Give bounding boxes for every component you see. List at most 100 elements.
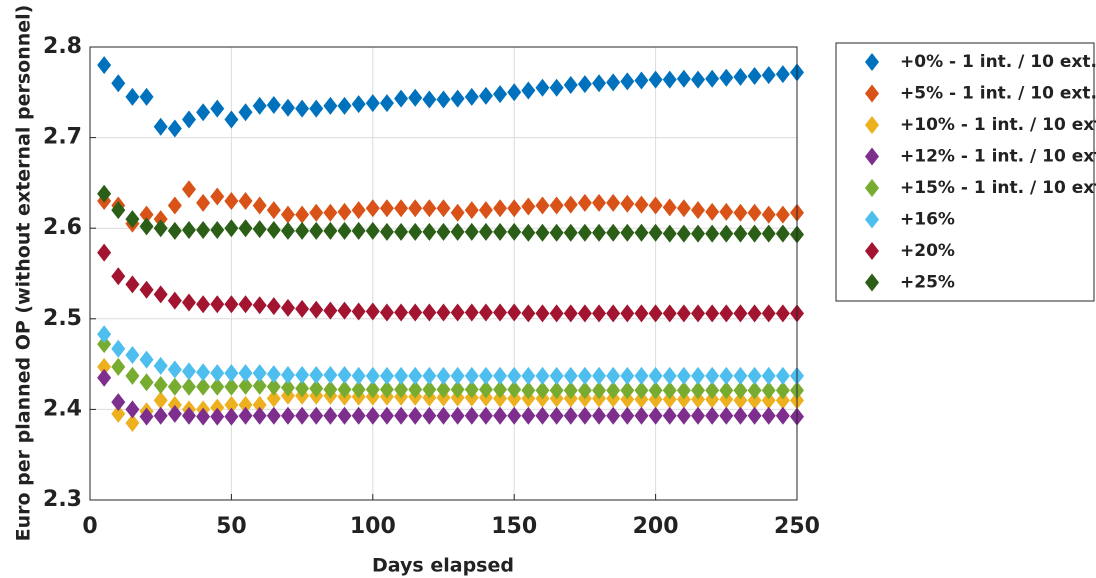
marker xyxy=(450,222,465,241)
marker xyxy=(125,400,140,419)
marker xyxy=(196,407,211,426)
plot-area xyxy=(90,47,797,500)
legend-label: +12% - 1 int. / 10 ext. xyxy=(900,147,1096,167)
marker xyxy=(577,366,592,385)
marker xyxy=(521,366,536,385)
marker xyxy=(761,304,776,323)
marker xyxy=(167,196,182,215)
marker xyxy=(252,296,267,315)
marker xyxy=(450,380,465,399)
marker xyxy=(125,346,140,365)
marker xyxy=(563,223,578,242)
marker xyxy=(478,366,493,385)
marker xyxy=(747,381,762,400)
marker xyxy=(535,406,550,425)
marker xyxy=(719,224,734,243)
marker xyxy=(620,194,635,213)
marker xyxy=(365,302,380,321)
marker xyxy=(266,221,281,240)
marker xyxy=(775,391,790,410)
marker xyxy=(620,223,635,242)
marker xyxy=(450,303,465,322)
marker xyxy=(577,193,592,212)
marker xyxy=(761,205,776,224)
y-tick-label: 2.7 xyxy=(43,125,82,150)
marker xyxy=(181,377,196,396)
marker xyxy=(379,406,394,425)
marker xyxy=(139,87,154,106)
marker xyxy=(408,199,423,218)
marker xyxy=(521,197,536,216)
marker xyxy=(323,301,338,320)
marker xyxy=(634,390,649,409)
marker xyxy=(691,224,706,243)
marker xyxy=(125,413,140,432)
marker xyxy=(351,380,366,399)
marker xyxy=(662,406,677,425)
marker xyxy=(394,303,409,322)
legend-marker xyxy=(865,179,879,197)
marker xyxy=(563,406,578,425)
marker xyxy=(323,406,338,425)
marker xyxy=(719,406,734,425)
marker xyxy=(648,304,663,323)
marker xyxy=(111,404,126,423)
y-tick-label: 2.6 xyxy=(43,215,82,240)
marker xyxy=(323,96,338,115)
marker xyxy=(280,221,295,240)
marker xyxy=(351,201,366,220)
marker xyxy=(266,377,281,396)
marker xyxy=(238,295,253,314)
marker xyxy=(549,381,564,400)
marker xyxy=(210,407,225,426)
marker xyxy=(111,393,126,412)
legend-marker xyxy=(865,242,879,260)
marker xyxy=(224,110,239,129)
marker xyxy=(719,202,734,221)
marker xyxy=(676,390,691,409)
marker xyxy=(719,304,734,323)
marker xyxy=(337,96,352,115)
marker xyxy=(563,381,578,400)
marker xyxy=(577,75,592,94)
marker xyxy=(379,303,394,322)
marker xyxy=(97,184,112,203)
marker xyxy=(478,222,493,241)
marker xyxy=(210,187,225,206)
marker xyxy=(478,406,493,425)
marker xyxy=(210,377,225,396)
marker xyxy=(309,203,324,222)
legend-label: +15% - 1 int. / 10 ext. xyxy=(900,178,1096,198)
marker xyxy=(139,280,154,299)
marker xyxy=(394,406,409,425)
marker xyxy=(125,366,140,385)
marker xyxy=(125,275,140,294)
marker xyxy=(592,381,607,400)
marker xyxy=(436,380,451,399)
marker xyxy=(464,406,479,425)
marker xyxy=(97,357,112,376)
marker xyxy=(535,381,550,400)
marker xyxy=(436,366,451,385)
marker xyxy=(450,89,465,108)
marker xyxy=(521,223,536,242)
marker xyxy=(507,222,522,241)
marker xyxy=(634,381,649,400)
marker xyxy=(507,380,522,399)
marker xyxy=(719,366,734,385)
legend-label: +25% xyxy=(900,273,955,293)
marker xyxy=(775,381,790,400)
marker xyxy=(719,68,734,87)
x-tick-label: 0 xyxy=(82,514,97,539)
marker xyxy=(309,406,324,425)
marker xyxy=(450,366,465,385)
marker xyxy=(337,365,352,384)
marker xyxy=(747,391,762,410)
marker xyxy=(167,291,182,310)
marker xyxy=(761,66,776,85)
marker xyxy=(648,381,663,400)
legend-marker xyxy=(865,273,879,292)
marker xyxy=(521,406,536,425)
marker xyxy=(379,94,394,113)
